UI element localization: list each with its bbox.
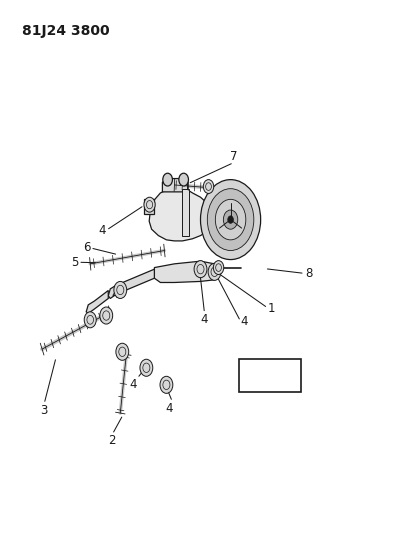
Text: 8: 8	[305, 267, 312, 280]
Text: 2: 2	[109, 434, 116, 447]
Circle shape	[117, 285, 124, 295]
Circle shape	[179, 173, 188, 186]
Text: 4: 4	[99, 224, 106, 237]
Circle shape	[228, 216, 233, 223]
Circle shape	[206, 183, 211, 190]
Circle shape	[163, 173, 172, 186]
Circle shape	[143, 363, 150, 373]
Text: 81J24 3800: 81J24 3800	[22, 24, 110, 38]
Circle shape	[213, 261, 224, 274]
Polygon shape	[149, 188, 213, 241]
Circle shape	[103, 311, 110, 320]
Polygon shape	[162, 179, 188, 192]
Text: 1: 1	[268, 302, 275, 314]
Polygon shape	[182, 189, 189, 236]
Circle shape	[216, 264, 221, 271]
FancyBboxPatch shape	[239, 359, 301, 392]
Circle shape	[197, 264, 204, 274]
Circle shape	[194, 261, 207, 278]
Polygon shape	[108, 269, 154, 298]
Circle shape	[116, 343, 129, 360]
Polygon shape	[154, 261, 219, 282]
Circle shape	[84, 312, 96, 328]
Circle shape	[144, 197, 155, 212]
Circle shape	[223, 210, 238, 229]
Circle shape	[200, 180, 261, 260]
Circle shape	[160, 376, 173, 393]
Text: 6 Cyl: 6 Cyl	[253, 369, 286, 382]
Circle shape	[163, 380, 170, 390]
Text: 4: 4	[165, 402, 172, 415]
Text: 4: 4	[111, 288, 119, 301]
Polygon shape	[86, 290, 108, 313]
Circle shape	[87, 316, 93, 324]
Circle shape	[203, 180, 214, 193]
Text: 6: 6	[83, 241, 90, 254]
Circle shape	[119, 347, 126, 357]
Circle shape	[207, 189, 254, 251]
Circle shape	[140, 359, 153, 376]
Circle shape	[208, 263, 221, 280]
Circle shape	[211, 267, 218, 277]
Text: 4: 4	[130, 378, 137, 391]
Circle shape	[146, 200, 153, 209]
Circle shape	[100, 307, 113, 324]
Bar	[144, 199, 154, 214]
Circle shape	[215, 199, 246, 240]
Text: 7: 7	[230, 150, 237, 163]
Text: 4: 4	[201, 313, 208, 326]
Circle shape	[114, 281, 127, 298]
Text: 3: 3	[41, 404, 48, 417]
Text: 5: 5	[71, 256, 78, 269]
Text: 4: 4	[241, 315, 248, 328]
